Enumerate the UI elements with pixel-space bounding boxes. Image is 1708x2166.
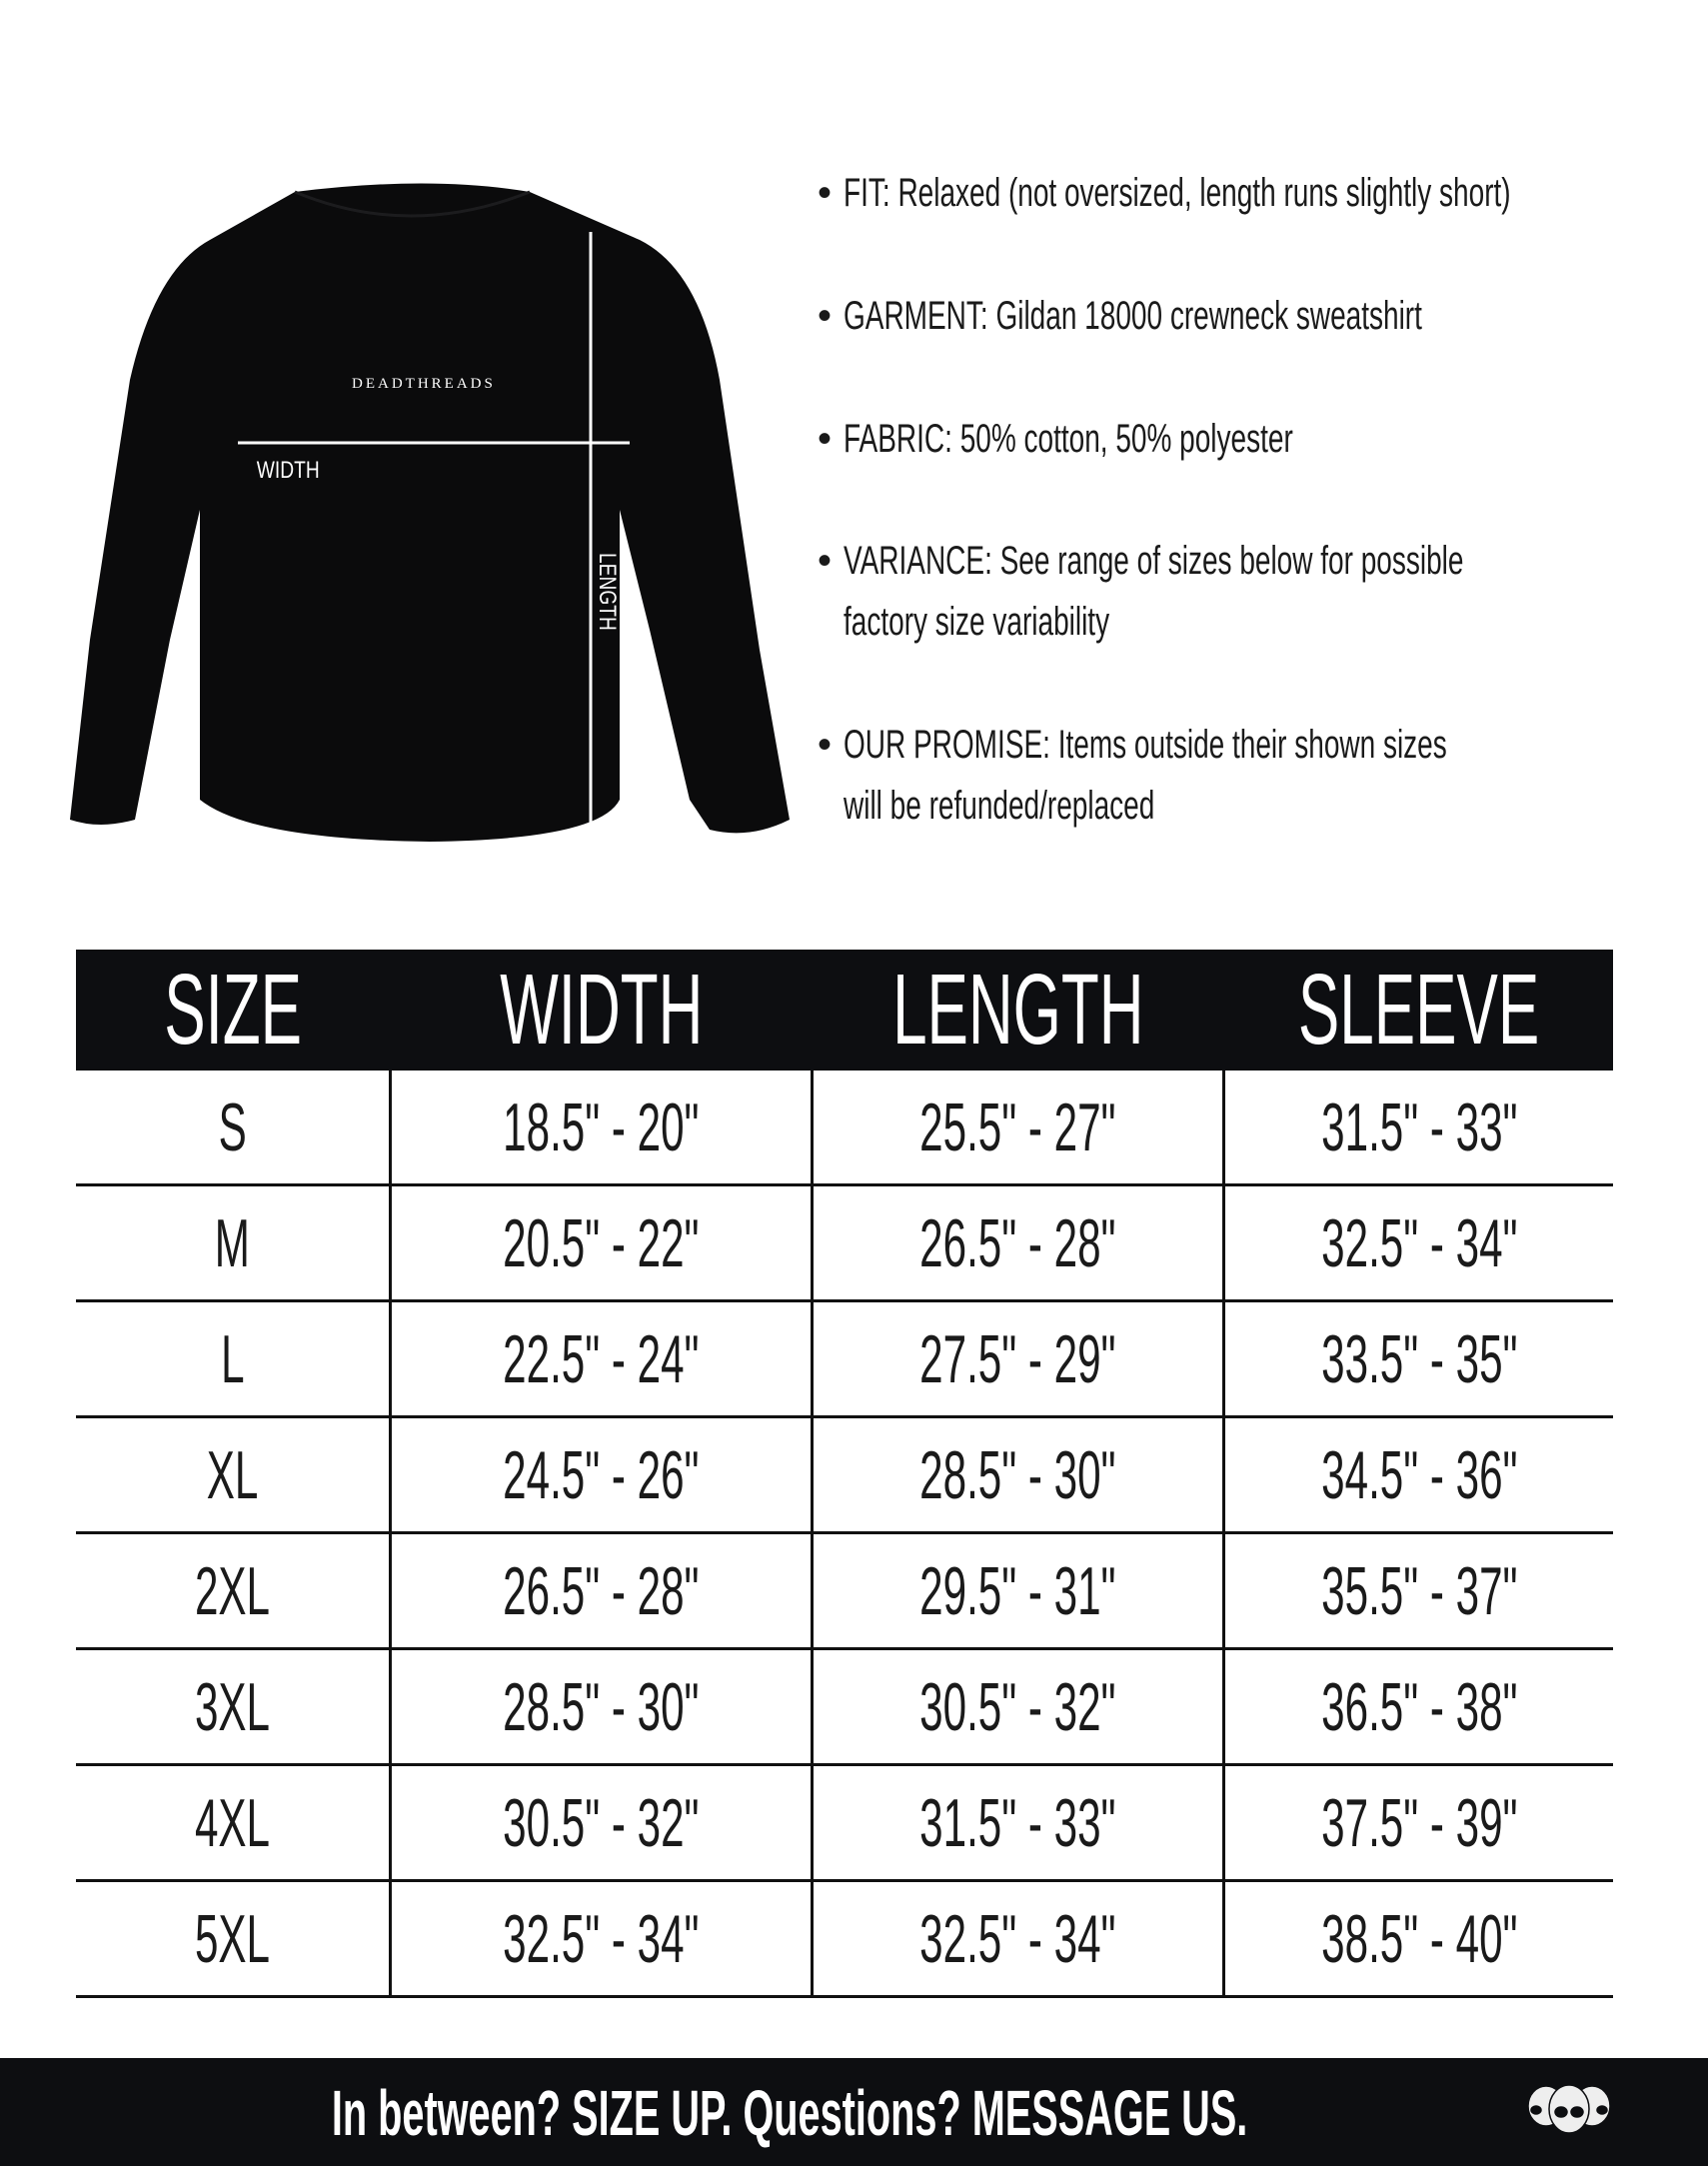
cell-sleeve: 33.5" - 35" bbox=[1222, 1300, 1613, 1418]
sweatshirt-shape bbox=[70, 183, 790, 842]
length-label: LENGTH bbox=[594, 553, 622, 631]
table-row: M 20.5" - 22" 26.5" - 28" 32.5" - 34" bbox=[76, 1184, 1613, 1302]
cell-width: 28.5" - 30" bbox=[389, 1648, 813, 1766]
header-size: SIZE bbox=[76, 950, 391, 1071]
cell-sleeve: 38.5" - 40" bbox=[1222, 1880, 1613, 1998]
cell-width: 20.5" - 22" bbox=[389, 1184, 813, 1302]
cell-size: 4XL bbox=[76, 1764, 391, 1882]
cell-width: 22.5" - 24" bbox=[389, 1300, 813, 1418]
cell-size: S bbox=[76, 1071, 391, 1186]
cell-sleeve: 31.5" - 33" bbox=[1222, 1071, 1613, 1186]
cell-length: 26.5" - 28" bbox=[810, 1184, 1224, 1302]
header-width: WIDTH bbox=[390, 950, 813, 1071]
cell-size: 3XL bbox=[76, 1648, 391, 1766]
table-row: XL 24.5" - 26" 28.5" - 30" 34.5" - 36" bbox=[76, 1416, 1613, 1534]
cell-size: M bbox=[76, 1184, 391, 1302]
cell-width: 18.5" - 20" bbox=[389, 1071, 813, 1186]
table-row: L 22.5" - 24" 27.5" - 29" 33.5" - 35" bbox=[76, 1300, 1613, 1418]
cell-length: 25.5" - 27" bbox=[810, 1071, 1224, 1186]
footer-message: In between? SIZE UP. Questions? MESSAGE … bbox=[331, 2077, 1248, 2149]
footer-bar: In between? SIZE UP. Questions? MESSAGE … bbox=[0, 2058, 1708, 2166]
cell-length: 29.5" - 31" bbox=[810, 1532, 1224, 1650]
cell-length: 28.5" - 30" bbox=[810, 1416, 1224, 1534]
cell-length: 31.5" - 33" bbox=[810, 1764, 1224, 1882]
sweatshirt-image: DEADTHREADS WIDTH LENGTH bbox=[70, 183, 790, 842]
table-row: S 18.5" - 20" 25.5" - 27" 31.5" - 33" bbox=[76, 1071, 1613, 1186]
cell-size: L bbox=[76, 1300, 391, 1418]
cell-sleeve: 34.5" - 36" bbox=[1222, 1416, 1613, 1534]
brand-print: DEADTHREADS bbox=[352, 376, 496, 392]
cell-sleeve: 37.5" - 39" bbox=[1222, 1764, 1613, 1882]
header-length: LENGTH bbox=[812, 950, 1224, 1071]
cell-size: 5XL bbox=[76, 1880, 391, 1998]
table-header-row: SIZE WIDTH LENGTH SLEEVE bbox=[76, 950, 1613, 1071]
size-chart-table: SIZE WIDTH LENGTH SLEEVE S 18.5" - 20" 25.5" … bbox=[76, 950, 1613, 1998]
cell-length: 30.5" - 32" bbox=[810, 1648, 1224, 1766]
table-row: 5XL 32.5" - 34" 32.5" - 34" 38.5" - 40" bbox=[76, 1880, 1613, 1998]
cell-length: 32.5" - 34" bbox=[810, 1880, 1224, 1998]
cell-sleeve: 32.5" - 34" bbox=[1222, 1184, 1613, 1302]
width-label: WIDTH bbox=[257, 456, 320, 484]
cell-size: 2XL bbox=[76, 1532, 391, 1650]
cell-width: 32.5" - 34" bbox=[389, 1880, 813, 1998]
cell-length: 27.5" - 29" bbox=[810, 1300, 1224, 1418]
cell-width: 26.5" - 28" bbox=[389, 1532, 813, 1650]
cell-sleeve: 35.5" - 37" bbox=[1222, 1532, 1613, 1650]
cell-size: XL bbox=[76, 1416, 391, 1534]
table-row: 4XL 30.5" - 32" 31.5" - 33" 37.5" - 39" bbox=[76, 1764, 1613, 1882]
three-skulls-logo-icon bbox=[1527, 2084, 1611, 2134]
table-row: 3XL 28.5" - 30" 30.5" - 32" 36.5" - 38" bbox=[76, 1648, 1613, 1766]
table-row: 2XL 26.5" - 28" 29.5" - 31" 35.5" - 37" bbox=[76, 1532, 1613, 1650]
header-sleeve: SLEEVE bbox=[1223, 950, 1613, 1071]
cell-sleeve: 36.5" - 38" bbox=[1222, 1648, 1613, 1766]
cell-width: 30.5" - 32" bbox=[389, 1764, 813, 1882]
cell-width: 24.5" - 26" bbox=[389, 1416, 813, 1534]
